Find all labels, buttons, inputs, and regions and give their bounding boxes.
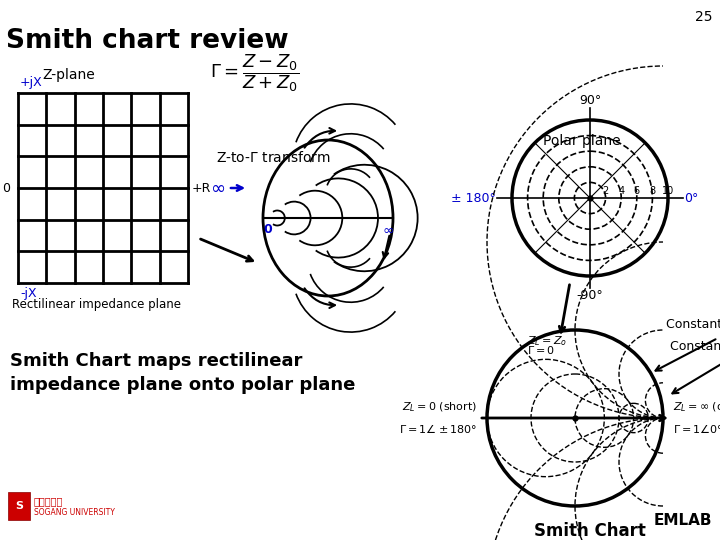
Text: $Z_L=\infty$ (open): $Z_L=\infty$ (open) (673, 400, 720, 414)
Text: Z-plane: Z-plane (42, 68, 95, 82)
Text: 0: 0 (2, 181, 10, 194)
Text: Z-to-$\Gamma$ transform: Z-to-$\Gamma$ transform (216, 150, 330, 165)
Text: $\Gamma = 1\angle\pm180°$: $\Gamma = 1\angle\pm180°$ (399, 422, 477, 435)
Text: $Z_L= Z_o$: $Z_L= Z_o$ (527, 334, 567, 348)
Text: +jX: +jX (20, 76, 42, 89)
Text: $\infty$: $\infty$ (210, 179, 225, 197)
Text: Rectilinear impedance plane: Rectilinear impedance plane (12, 298, 181, 311)
Text: 서강대학교: 서강대학교 (34, 496, 63, 506)
Text: $\Gamma = \dfrac{Z - Z_0}{Z + Z_0}$: $\Gamma = \dfrac{Z - Z_0}{Z + Z_0}$ (210, 52, 300, 93)
Text: 8: 8 (649, 186, 655, 196)
Text: Constant X: Constant X (666, 318, 720, 331)
Text: $\infty$: $\infty$ (382, 223, 394, 237)
Text: 2: 2 (603, 186, 609, 196)
Text: S: S (15, 501, 23, 511)
Bar (8, 492, 30, 520)
Text: $Z_L=0$ (short): $Z_L=0$ (short) (402, 400, 477, 414)
Text: Smith Chart: Smith Chart (534, 522, 646, 540)
Text: Smith chart review: Smith chart review (6, 28, 289, 54)
Text: Polar plane: Polar plane (543, 134, 621, 148)
Text: 0°: 0° (684, 192, 698, 205)
Text: impedance plane onto polar plane: impedance plane onto polar plane (10, 376, 356, 394)
Text: Smith Chart maps rectilinear: Smith Chart maps rectilinear (10, 352, 302, 370)
Text: 6: 6 (634, 186, 640, 196)
Text: 10: 10 (662, 186, 674, 196)
Text: EMLAB: EMLAB (654, 513, 712, 528)
Text: $\Gamma = 0$: $\Gamma = 0$ (527, 344, 555, 356)
Text: 90°: 90° (579, 94, 601, 107)
Text: -90°: -90° (577, 289, 603, 302)
Text: $\Gamma = 1\angle 0°$: $\Gamma = 1\angle 0°$ (673, 422, 720, 435)
Text: 0: 0 (264, 223, 272, 236)
Text: Constant R: Constant R (670, 340, 720, 353)
Text: ± 180°: ± 180° (451, 192, 496, 205)
Text: 4: 4 (618, 186, 624, 196)
Text: 25: 25 (695, 10, 712, 24)
Text: -jX: -jX (20, 287, 37, 300)
Text: SOGANG UNIVERSITY: SOGANG UNIVERSITY (34, 508, 115, 517)
Text: +R: +R (192, 181, 212, 194)
